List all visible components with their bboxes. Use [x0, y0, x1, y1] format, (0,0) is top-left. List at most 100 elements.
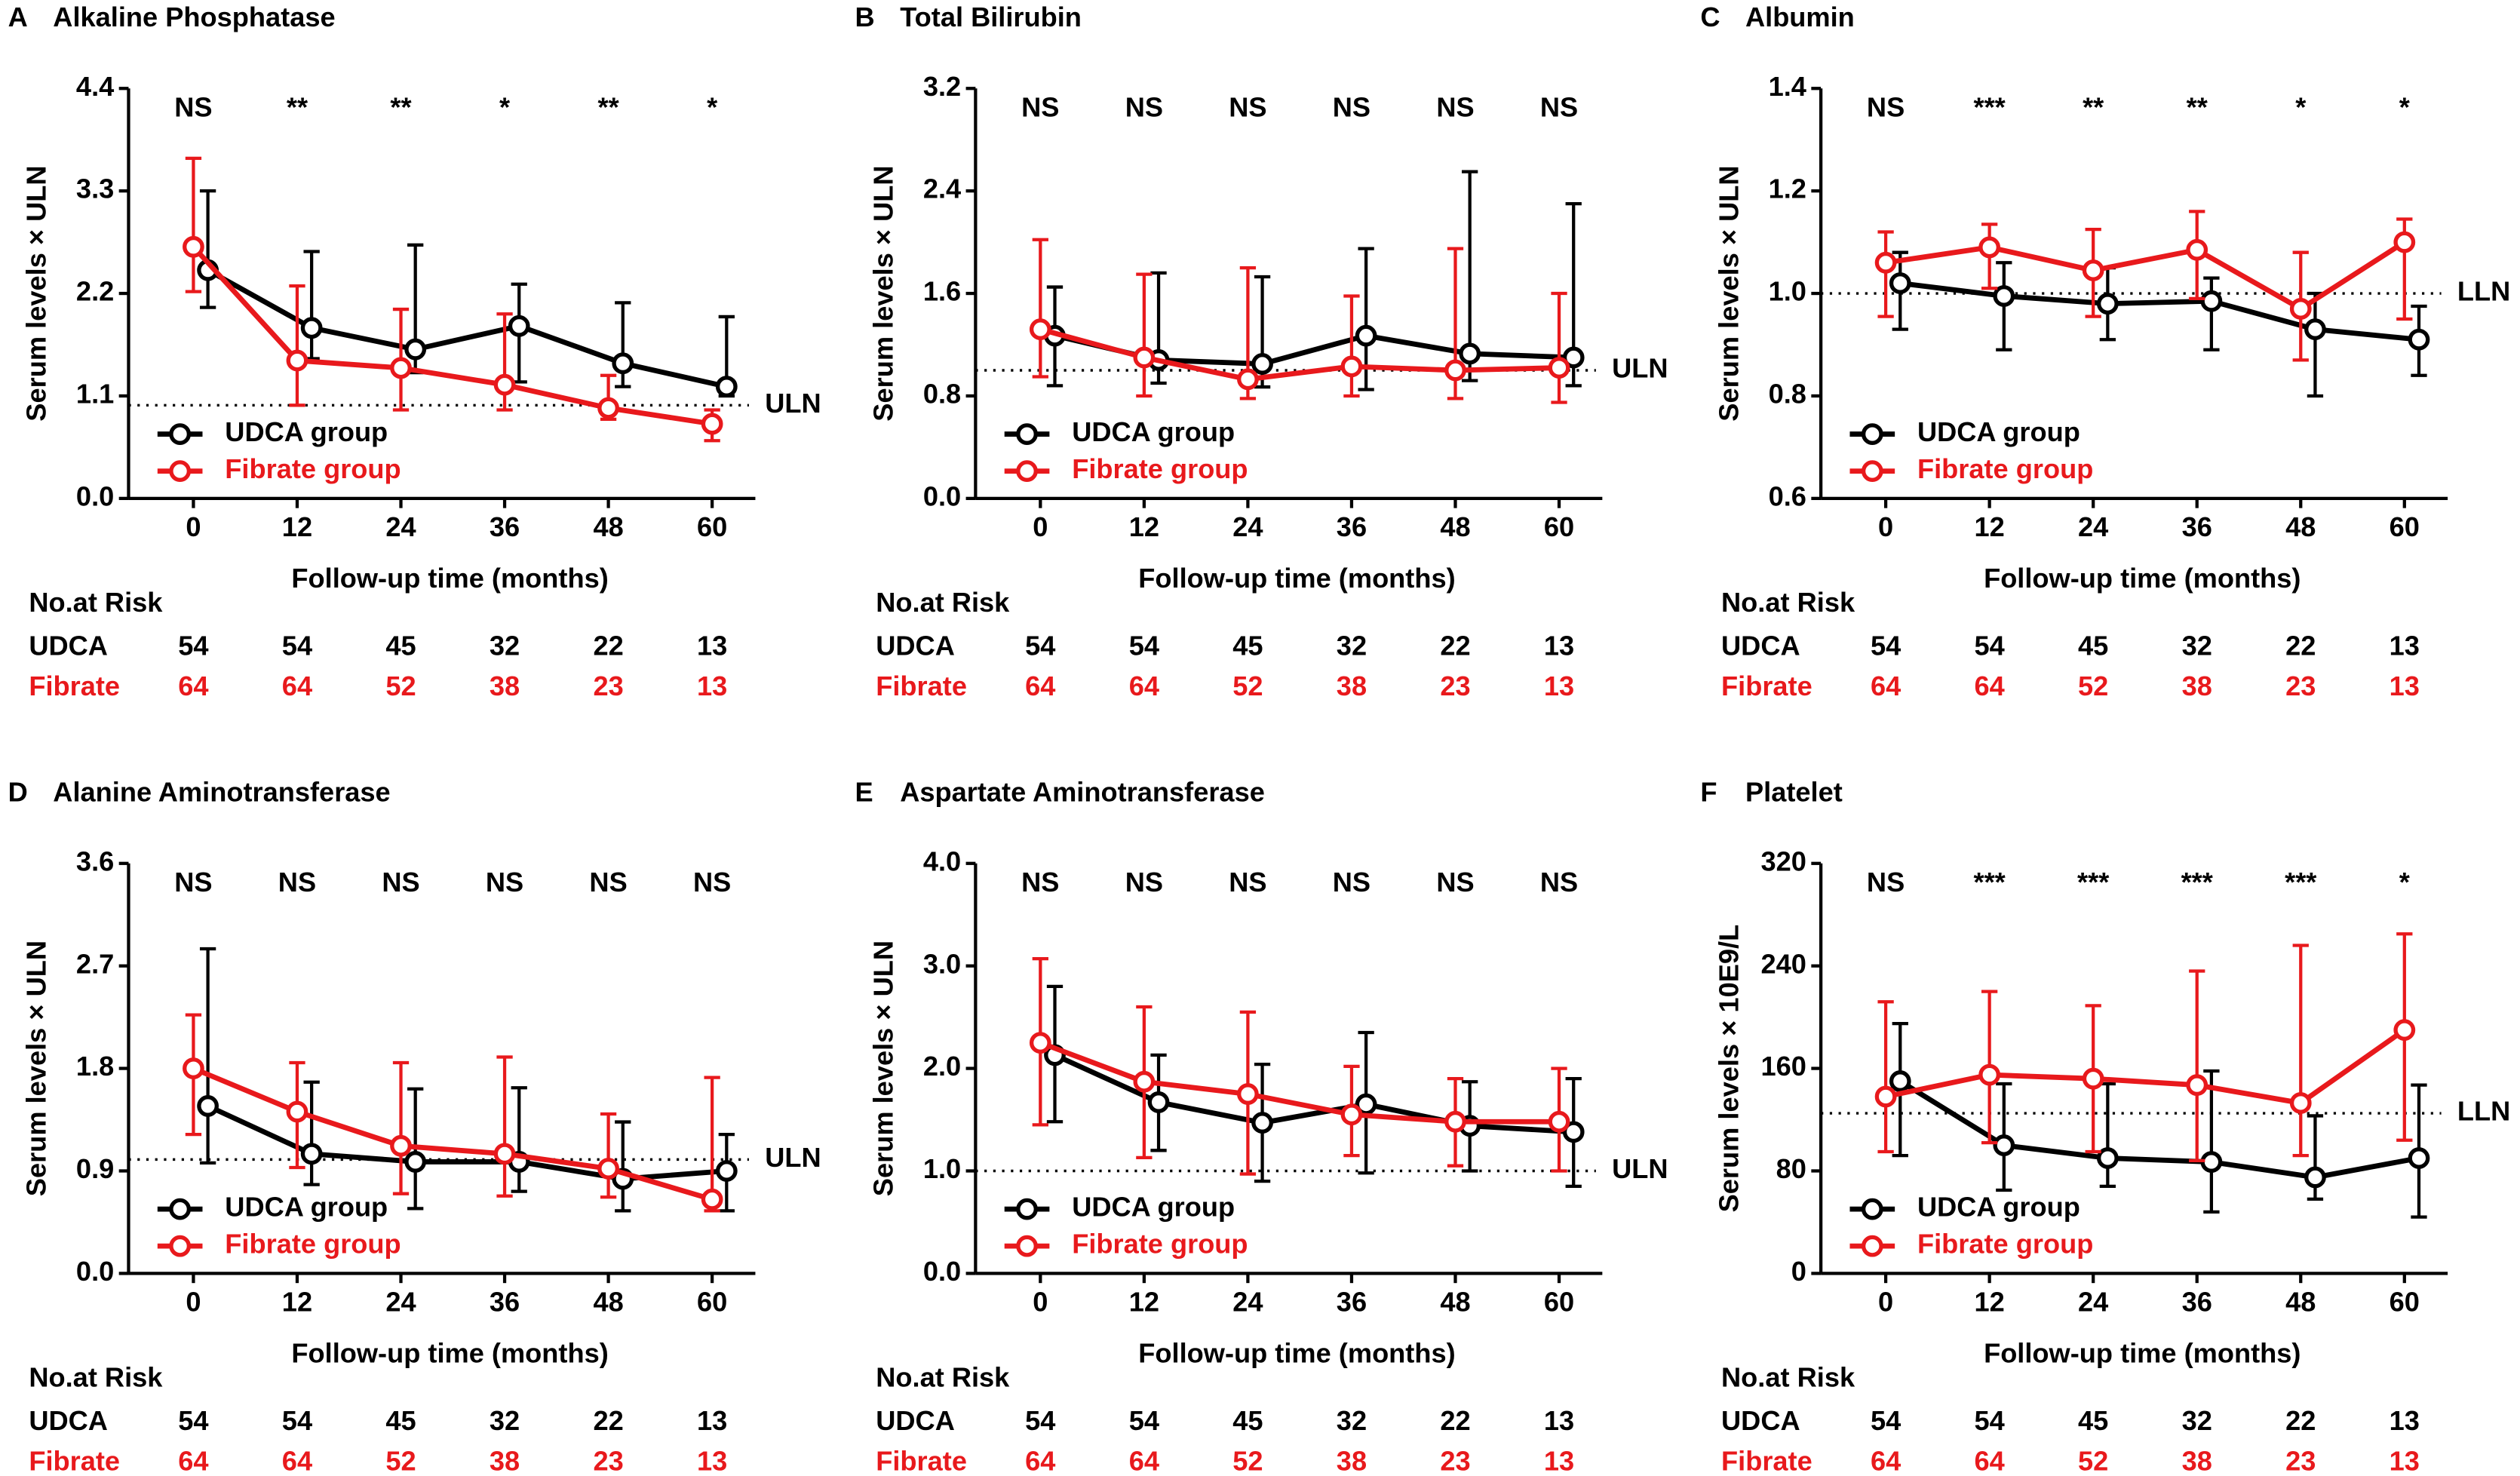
risk-count: 32	[2182, 1405, 2212, 1436]
panel: F Platelet 0 80 160 240 320 0 12 24 36 48 60 Serum le…	[1700, 777, 2510, 1476]
significance-label: NS	[486, 867, 523, 898]
x-tick-label: 36	[2182, 511, 2212, 542]
legend-marker	[169, 460, 192, 483]
significance-label: NS	[1229, 92, 1266, 123]
risk-count: 23	[593, 1446, 623, 1476]
data-point	[1562, 1121, 1585, 1143]
x-tick-label: 12	[282, 511, 312, 542]
y-tick-label: 4.0	[923, 845, 961, 876]
reference-label: LLN	[2457, 276, 2510, 307]
legend-marker	[1016, 423, 1038, 445]
significance-label: NS	[1021, 92, 1059, 123]
significance-label: ***	[1973, 867, 2006, 898]
data-point	[1340, 355, 1363, 378]
risk-row-label: Fibrate	[876, 670, 967, 701]
risk-row-label: UDCA	[29, 1405, 108, 1436]
data-point	[597, 1158, 619, 1180]
risk-count: 13	[2390, 1405, 2420, 1436]
y-tick-label: 2.4	[923, 173, 961, 204]
risk-count: 13	[2390, 670, 2420, 701]
data-point	[701, 1188, 723, 1211]
risk-count: 13	[2390, 631, 2420, 661]
y-axis-label: Serum levels × ULN	[1713, 165, 1744, 421]
legend-label: Fibrate group	[1917, 1229, 2093, 1260]
legend-label: UDCA group	[1917, 1192, 2080, 1223]
legend-label: UDCA group	[1072, 416, 1235, 447]
reference-label: ULN	[765, 1142, 821, 1173]
x-tick-label: 48	[593, 511, 623, 542]
data-point	[1251, 1112, 1273, 1134]
x-axis-label: Follow-up time (months)	[291, 1338, 608, 1369]
data-point	[183, 235, 204, 258]
risk-count: 32	[1337, 631, 1367, 661]
data-point	[1444, 1110, 1466, 1133]
y-tick-label: 2.7	[76, 948, 114, 979]
y-tick-label: 0.6	[1769, 480, 1806, 511]
data-point	[404, 338, 427, 361]
data-point	[390, 1134, 412, 1157]
chart-title: Alanine Aminotransferase	[53, 777, 390, 808]
significance-label: **	[390, 92, 412, 123]
x-tick-label: 60	[697, 511, 727, 542]
x-tick-label: 36	[490, 511, 520, 542]
data-point	[2304, 1166, 2326, 1189]
y-tick-label: 3.2	[923, 71, 961, 102]
data-point	[2289, 298, 2312, 320]
data-point	[508, 315, 530, 337]
panel-letter: A	[8, 2, 28, 32]
risk-count: 13	[697, 631, 727, 661]
risk-count: 52	[1232, 670, 1263, 701]
panel: B Total Bilirubin 0.0 0.8 1.6 2.4 3.2 0 12 24 36 48…	[855, 2, 1668, 701]
series-line	[192, 1066, 714, 1202]
data-point	[1251, 353, 1273, 375]
risk-count: 64	[282, 670, 312, 701]
series-line	[1885, 1027, 2406, 1106]
data-point	[1889, 1070, 1911, 1092]
legend-marker	[1861, 1235, 1883, 1257]
data-point	[404, 1151, 427, 1173]
y-axis-label: Serum levels × ULN	[868, 941, 899, 1196]
legend-label: UDCA group	[1072, 1192, 1235, 1223]
risk-count: 54	[178, 631, 208, 661]
significance-label: NS	[1229, 867, 1266, 898]
legend-marker	[169, 1198, 192, 1220]
significance-label: NS	[589, 867, 627, 898]
data-point	[286, 1100, 308, 1123]
risk-count: 22	[593, 1405, 623, 1436]
risk-count: 54	[1974, 631, 2004, 661]
risk-row-label: UDCA	[876, 631, 955, 661]
y-tick-label: 1.8	[76, 1051, 114, 1082]
data-point	[1978, 236, 2001, 259]
risk-row-label: UDCA	[29, 631, 108, 661]
series-line	[1054, 1052, 1574, 1135]
data-point	[2186, 238, 2208, 261]
risk-count: 45	[1232, 1405, 1263, 1436]
legend-marker	[169, 1235, 192, 1257]
risk-count: 54	[1129, 631, 1159, 661]
risk-count: 38	[490, 1446, 520, 1476]
x-tick-label: 12	[1974, 1286, 2004, 1317]
significance-label: ***	[2181, 867, 2214, 898]
significance-label: NS	[1436, 92, 1474, 123]
series-line	[206, 268, 728, 389]
risk-count: 22	[1440, 631, 1470, 661]
x-tick-label: 12	[1129, 1286, 1159, 1317]
chart-title: Albumin	[1745, 2, 1855, 32]
y-tick-label: 1.0	[1769, 276, 1806, 307]
reference-label: LLN	[2457, 1096, 2510, 1127]
risk-count: 38	[1337, 1446, 1367, 1476]
y-tick-label: 0.8	[923, 379, 961, 410]
risk-row-label: Fibrate	[1721, 1446, 1812, 1476]
x-tick-label: 0	[186, 511, 201, 542]
data-point	[2393, 231, 2416, 253]
significance-label: NS	[1867, 92, 1905, 123]
risk-count: 22	[2285, 1405, 2316, 1436]
y-tick-label: 2.0	[923, 1051, 961, 1082]
data-point	[1237, 1083, 1259, 1105]
legend-marker	[1016, 1235, 1038, 1257]
risk-count: 45	[385, 631, 416, 661]
risk-count: 13	[697, 670, 727, 701]
risk-count: 13	[697, 1446, 727, 1476]
risk-count: 13	[1544, 670, 1574, 701]
